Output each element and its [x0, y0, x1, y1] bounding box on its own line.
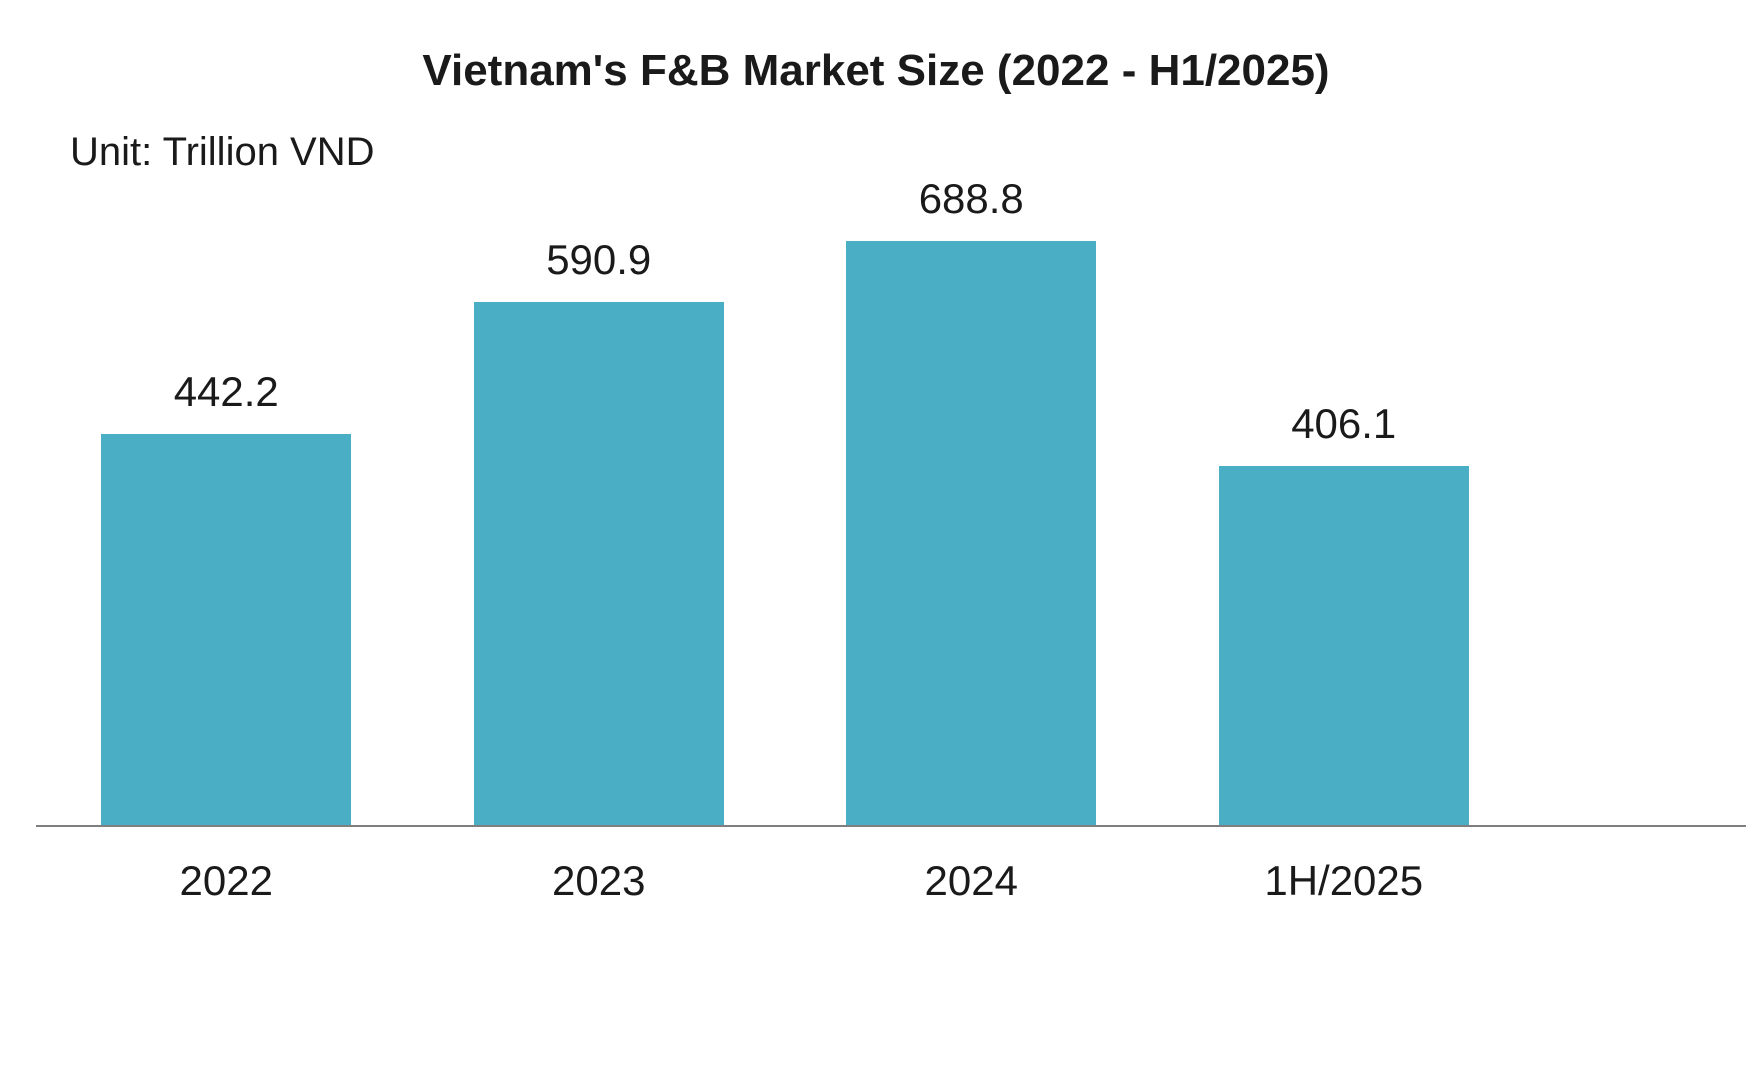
x-tick-label-2022: 2022 [179, 857, 273, 904]
x-tick-label-2023: 2023 [552, 857, 646, 904]
bar-group-1h2025: 406.1 [1158, 175, 1531, 825]
bar-group-2024: 688.8 [785, 175, 1158, 825]
bar-group-2022: 442.2 [40, 175, 413, 825]
bar-1h2025 [1218, 466, 1469, 825]
x-axis-line [36, 825, 1746, 827]
bar-value-label-2024: 688.8 [918, 175, 1024, 222]
x-tick-label-1h2025: 1H/2025 [1264, 857, 1424, 904]
unit-label: Unit: Trillion VND [70, 130, 375, 174]
bar-value-label-2023: 590.9 [546, 236, 652, 283]
bar-2023 [473, 302, 724, 825]
bar-value-label-2022: 442.2 [173, 368, 279, 415]
plot-area: 442.2 590.9 688.8 406.1 [40, 175, 1530, 825]
bar-value-label-1h2025: 406.1 [1291, 400, 1397, 447]
x-tick-label-2024: 2024 [924, 857, 1018, 904]
bar-group-2023: 590.9 [413, 175, 786, 825]
chart-title: Vietnam's F&B Market Size (2022 - H1/202… [422, 46, 1330, 95]
x-axis-labels: 2022 2023 2024 1H/2025 [40, 857, 1530, 905]
bar-2022 [101, 434, 352, 825]
chart-page: Vietnam's F&B Market Size (2022 - H1/202… [0, 46, 1752, 1075]
bar-2024 [846, 241, 1097, 825]
